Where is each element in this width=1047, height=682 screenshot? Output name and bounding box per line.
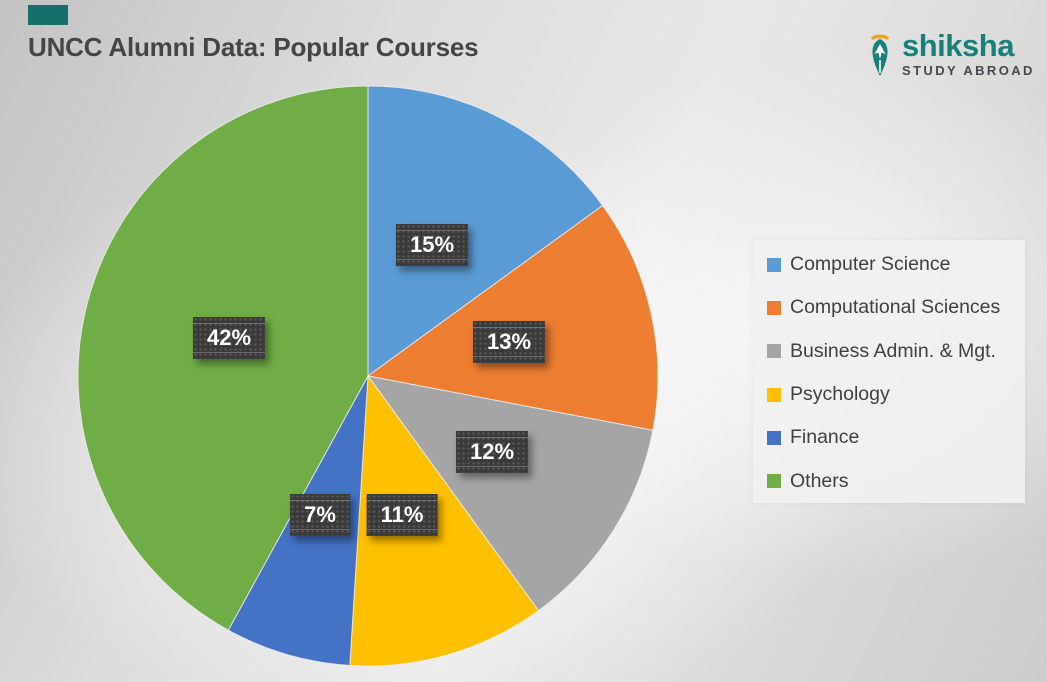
- pie-slice-computer-science: [367, 85, 604, 377]
- data-label-psychology: 11%: [366, 494, 438, 536]
- pie-slice-computational-sciences: [366, 204, 659, 431]
- chart-legend: Computer Science Computational Sciences Bu…: [753, 240, 1025, 503]
- data-label-finance: 7%: [290, 494, 350, 536]
- shiksha-logo: shiksha STUDY ABROAD: [864, 30, 1035, 78]
- legend-item-business-admin-mgt: Business Admin. & Mgt.: [767, 330, 1025, 373]
- top-left-accent-bar: [28, 5, 68, 25]
- legend-item-finance: Finance: [767, 416, 1025, 459]
- pie-slice-business-admin-mgt: [366, 375, 654, 612]
- legend-label-finance: Finance: [790, 426, 860, 449]
- legend-item-computer-science: Computer Science: [767, 243, 1025, 286]
- pen-nib-plane-icon: [871, 34, 889, 76]
- legend-label-computer-science: Computer Science: [790, 253, 951, 276]
- pie-chart: [76, 84, 660, 668]
- legend-label-psychology: Psychology: [790, 383, 890, 406]
- legend-swatch-psychology: [767, 387, 781, 402]
- legend-swatch-business-admin-mgt: [767, 344, 781, 359]
- legend-label-business-admin-mgt: Business Admin. & Mgt.: [790, 339, 996, 362]
- legend-swatch-computational-sciences: [767, 300, 781, 315]
- data-label-others: 42%: [192, 317, 266, 359]
- legend-item-others: Others: [767, 459, 1025, 502]
- page-title: UNCC Alumni Data: Popular Courses: [28, 32, 479, 62]
- logo-brand-text: shiksha: [902, 28, 1014, 63]
- pie-chart-svg: [77, 85, 659, 667]
- legend-label-computational-sciences: Computational Sciences: [790, 296, 1001, 319]
- pie-slice-psychology: [349, 374, 540, 667]
- data-label-computational-sciences: 13%: [472, 321, 546, 363]
- legend-item-computational-sciences: Computational Sciences: [767, 286, 1025, 329]
- legend-label-others: Others: [790, 469, 849, 492]
- legend-swatch-others: [767, 474, 781, 489]
- logo-tagline-text: STUDY ABROAD: [902, 63, 1035, 78]
- legend-swatch-finance: [767, 430, 781, 445]
- data-label-computer-science: 15%: [395, 224, 469, 266]
- data-label-business-admin-mgt: 12%: [455, 431, 529, 473]
- legend-item-psychology: Psychology: [767, 373, 1025, 416]
- legend-swatch-computer-science: [767, 257, 781, 272]
